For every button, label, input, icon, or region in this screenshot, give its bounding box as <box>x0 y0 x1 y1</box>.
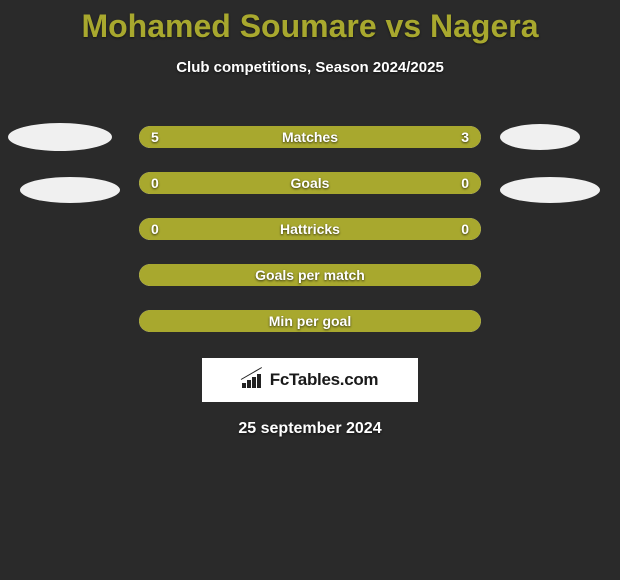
stat-value-left: 5 <box>151 129 159 145</box>
stat-row: Goals per match <box>0 252 620 298</box>
stat-bar-track: Hattricks00 <box>139 218 481 240</box>
bar-chart-icon <box>242 372 264 388</box>
stat-bar-right <box>310 310 481 332</box>
stat-bar-left <box>139 218 310 240</box>
stat-bar-left <box>139 264 310 286</box>
stat-bar-left <box>139 172 310 194</box>
side-ellipse <box>20 177 120 203</box>
stat-bar-track: Min per goal <box>139 310 481 332</box>
stat-bar-right <box>310 218 481 240</box>
stat-row: Min per goal <box>0 298 620 344</box>
stat-bar-left <box>139 126 353 148</box>
side-ellipse <box>8 123 112 151</box>
stat-bar-right <box>310 264 481 286</box>
stat-bar-left <box>139 310 310 332</box>
stat-bar-track: Goals per match <box>139 264 481 286</box>
stat-value-left: 0 <box>151 221 159 237</box>
stat-bar-track: Matches53 <box>139 126 481 148</box>
stat-bar-right <box>310 172 481 194</box>
comparison-subtitle: Club competitions, Season 2024/2025 <box>0 59 620 76</box>
stat-value-right: 0 <box>461 221 469 237</box>
stat-value-right: 0 <box>461 175 469 191</box>
source-logo: FcTables.com <box>202 358 418 402</box>
stat-value-right: 3 <box>461 129 469 145</box>
generated-date: 25 september 2024 <box>0 420 620 438</box>
stat-bar-track: Goals00 <box>139 172 481 194</box>
stat-row: Hattricks00 <box>0 206 620 252</box>
stat-value-left: 0 <box>151 175 159 191</box>
comparison-title: Mohamed Soumare vs Nagera <box>0 0 620 45</box>
side-ellipse <box>500 177 600 203</box>
source-logo-text: FcTables.com <box>270 370 379 390</box>
side-ellipse <box>500 124 580 150</box>
